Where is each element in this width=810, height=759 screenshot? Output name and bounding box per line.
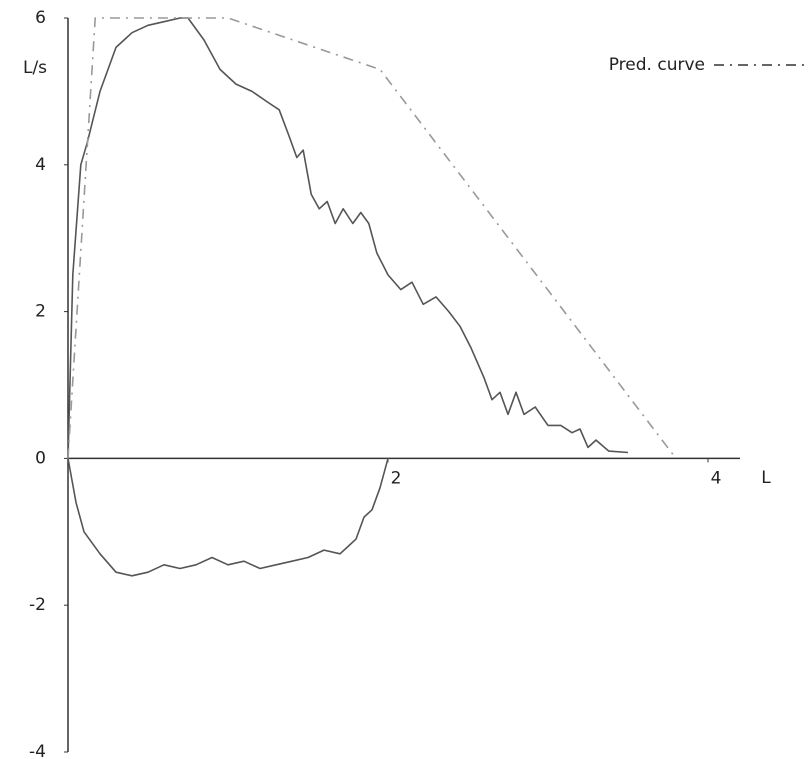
legend-label: Pred. curve	[609, 55, 705, 75]
series-line	[67, 17, 677, 459]
x-tick-label: 2	[391, 468, 402, 488]
x-axis-label: L	[761, 468, 771, 488]
y-tick-label: 4	[35, 155, 46, 175]
series-line	[67, 17, 629, 577]
y-tick-label: 2	[35, 302, 46, 322]
x-tick-label: 4	[711, 468, 722, 488]
y-tick-label: -2	[29, 595, 46, 615]
y-tick-label: -4	[29, 742, 46, 759]
y-tick-label: 6	[35, 8, 46, 28]
y-axis-label: L/s	[23, 58, 47, 78]
y-tick-label: 0	[35, 448, 46, 468]
